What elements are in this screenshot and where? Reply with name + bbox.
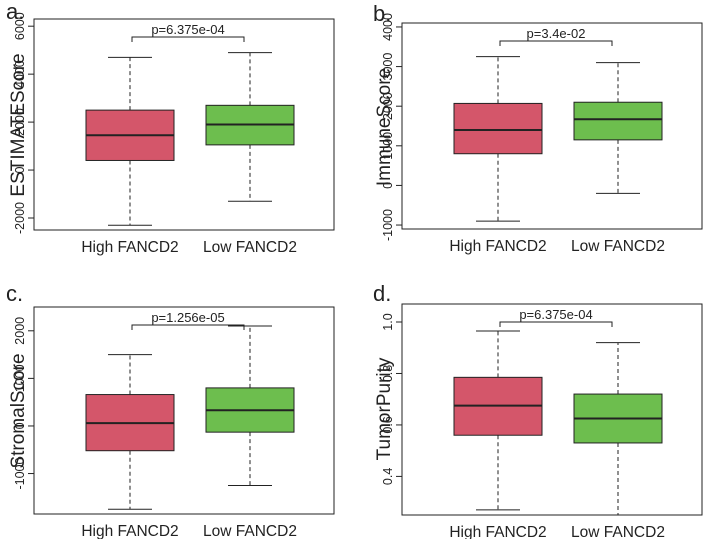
x-category-label: Low FANCD2 <box>203 523 297 539</box>
box-high <box>85 354 175 510</box>
y-axis-title: ImmuneScore <box>374 68 395 186</box>
boxplot-panel-3: c. StromalScore-1000 0 1000 2000 High FANCD2 L… <box>6 281 335 539</box>
y-tick-label: -2000 <box>13 202 27 234</box>
plot-frame <box>401 303 703 516</box>
p-value-label: p=3.4e-02 <box>527 26 586 41</box>
y-axis-title: ESTIMATEScore <box>8 53 29 196</box>
box-low <box>205 52 295 202</box>
y-tick-label: 4000 <box>13 60 27 88</box>
x-category-label: High FANCD2 <box>81 523 178 539</box>
plot-frame <box>33 18 335 231</box>
y-tick-label: 4000 <box>381 13 395 41</box>
box-low <box>573 342 663 516</box>
x-category-label: High FANCD2 <box>449 524 546 539</box>
plot-frame <box>33 306 335 515</box>
panel-label: c. <box>6 281 23 306</box>
boxplot-panel-2: b. ImmuneScore -1000 0 1000 2000 3000 4000 High … <box>373 1 703 255</box>
x-category-label: High FANCD2 <box>449 238 546 255</box>
y-tick-label: 0.6 <box>381 416 395 433</box>
significance-bracket <box>499 321 613 327</box>
y-tick-label: 0 <box>381 182 395 189</box>
p-value-label: p=6.375e-04 <box>519 307 592 322</box>
y-tick-label: -1000 <box>381 209 395 241</box>
box-high <box>453 56 543 222</box>
panel-label: b. <box>373 1 391 26</box>
boxplot-panel-1: a. ESTIMATEScore -2000 0 2000 4000 6000 High FA… <box>6 0 335 256</box>
y-tick-label: 1.0 <box>381 313 395 330</box>
y-tick-label: 2000 <box>13 108 27 136</box>
x-category-label: Low FANCD2 <box>571 238 665 255</box>
iqr-box <box>573 101 663 141</box>
panel-label: d. <box>373 281 391 306</box>
box-high <box>453 330 543 511</box>
y-tick-label: 0 <box>13 167 27 174</box>
x-category-label: Low FANCD2 <box>203 239 297 256</box>
x-category-label: Low FANCD2 <box>571 524 665 539</box>
y-tick-label: 0 <box>13 422 27 429</box>
y-tick-label: 3000 <box>381 53 395 81</box>
x-category-label: High FANCD2 <box>81 239 178 256</box>
plot-frame <box>401 22 703 230</box>
y-tick-label: 0.8 <box>381 365 395 382</box>
significance-bracket <box>499 40 613 46</box>
y-tick-label: 0.4 <box>381 468 395 485</box>
box-low <box>573 62 663 194</box>
panel-label: a. <box>6 0 24 24</box>
y-tick-label: 2000 <box>381 92 395 120</box>
box-low <box>205 325 295 486</box>
iqr-box <box>453 102 543 155</box>
y-tick-label: 6000 <box>13 12 27 40</box>
significance-bracket <box>131 36 245 42</box>
y-tick-label: -1000 <box>13 458 27 490</box>
y-tick-label: 1000 <box>381 132 395 160</box>
y-tick-label: 1000 <box>13 364 27 392</box>
significance-bracket <box>131 324 245 330</box>
p-value-label: p=6.375e-04 <box>151 22 224 37</box>
y-axis-title: StromalScore <box>8 353 29 468</box>
y-tick-label: 2000 <box>13 317 27 345</box>
y-axis-title: TumorPurity <box>374 357 395 460</box>
boxplot-panel-4: d. TumorPurity 0.4 0.6 0.8 1.0 High FANCD2 Low … <box>373 281 703 539</box>
box-high <box>85 56 175 226</box>
p-value-label: p=1.256e-05 <box>151 310 224 325</box>
